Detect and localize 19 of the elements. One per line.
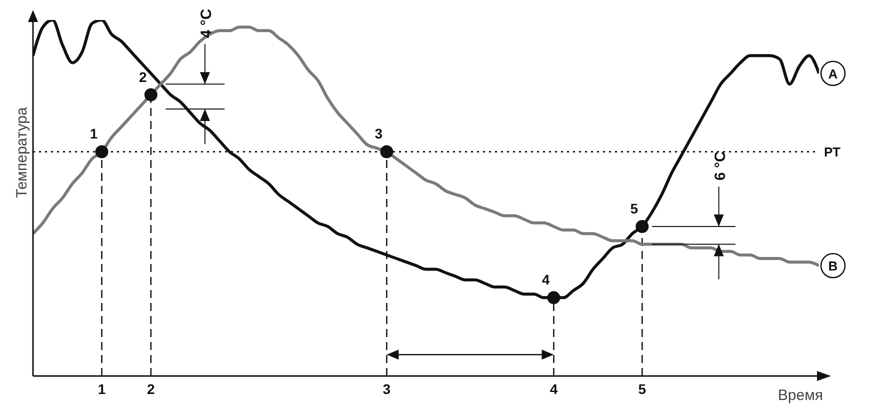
x-tick-label: 4: [550, 380, 558, 397]
annotation: 1: [90, 126, 98, 142]
annotation: 2: [139, 68, 147, 85]
series-label: B: [828, 258, 838, 274]
annotation: 3: [374, 126, 383, 142]
series-label: A: [828, 66, 838, 82]
annotation: 4 °C: [198, 8, 215, 38]
y-axis-title: Температура: [13, 106, 30, 198]
x-axis-title: Время: [778, 387, 823, 404]
x-tick-label: 3: [382, 380, 391, 397]
x-tick-label: 1: [98, 380, 106, 397]
annotation: 6 °C: [712, 150, 729, 180]
ref-line-label: РТ: [824, 144, 840, 160]
x-tick-label: 2: [147, 380, 155, 397]
x-tick-label: 5: [638, 380, 646, 397]
point: [547, 291, 560, 304]
annotation: 4: [542, 272, 550, 288]
annotation: 5: [630, 200, 638, 216]
point: [636, 220, 649, 233]
